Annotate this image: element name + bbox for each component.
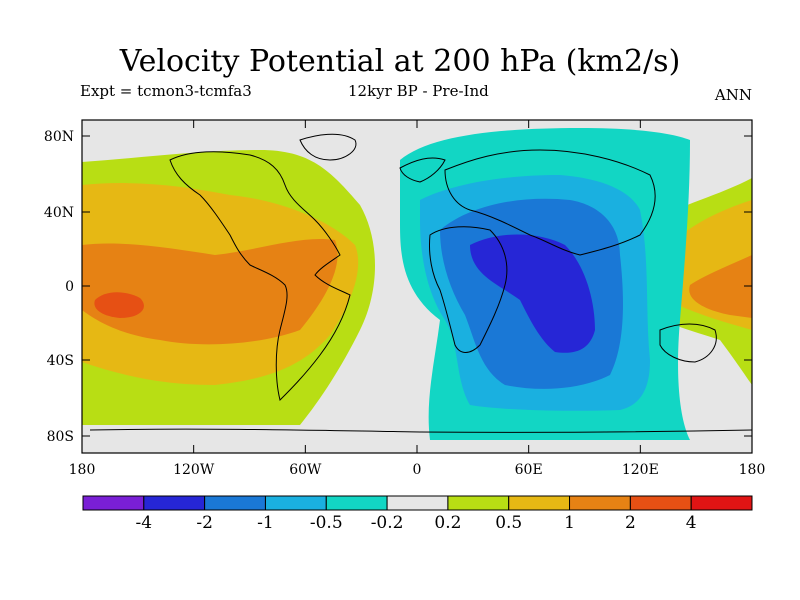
contour-positive-3 [82,238,338,345]
colorbar-swatch [508,495,571,511]
experiment-label: Expt = tcmon3-tcmfa3 [80,82,252,100]
colorbar: -4 -2 -1 -0.5 -0.2 0.2 0.5 1 2 4 [82,495,753,533]
map-title: Velocity Potential at 200 hPa (km2/s) [119,44,681,79]
lat-label: 40S [47,353,74,369]
axis-tick-labels: 80N 40N 0 40S 80S 180 120W 60W 0 60E 120E 180 [44,129,765,478]
lon-label: 60E [515,462,543,478]
lon-label: 0 [413,462,422,478]
colorbar-label: -0.2 [371,513,404,533]
colorbar-swatch [325,495,388,511]
colorbar-swatch [690,495,753,511]
contour-positive-west-3 [689,255,752,318]
colorbar-label: -1 [257,513,274,533]
colorbar-swatch [264,495,327,511]
contour-positive-4 [94,292,144,318]
colorbar-label: 0.5 [495,513,522,533]
colorbar-label: 1 [564,513,575,533]
colorbar-label: 2 [625,513,636,533]
period-label: 12kyr BP - Pre-Ind [348,82,489,100]
lat-label: 0 [65,279,74,295]
coastlines [89,133,752,433]
colorbar-swatch [143,495,206,511]
lat-label: 80N [44,129,74,145]
colorbar-label: -2 [196,513,213,533]
lon-label: 180 [69,462,96,478]
lon-label: 120W [173,462,215,478]
colorbar-swatch [82,495,145,511]
lat-label: 40N [44,205,74,221]
colorbar-swatch [629,495,692,511]
colorbar-label: 0.2 [434,513,461,533]
lon-label: 60W [289,462,322,478]
lon-label: 180 [739,462,766,478]
contour-field [82,120,752,453]
axis-ticks [81,120,753,453]
colorbar-label: 4 [686,513,697,533]
colorbar-label: -0.5 [310,513,343,533]
colorbar-swatch [204,495,266,511]
colorbar-swatch [447,495,510,511]
contour-negative-5 [470,234,595,353]
colorbar-swatch [386,495,449,511]
season-label: ANN [714,86,752,104]
colorbar-swatch [569,495,631,511]
colorbar-label: -4 [136,513,153,533]
lon-label: 120E [622,462,659,478]
lat-label: 80S [47,429,74,445]
